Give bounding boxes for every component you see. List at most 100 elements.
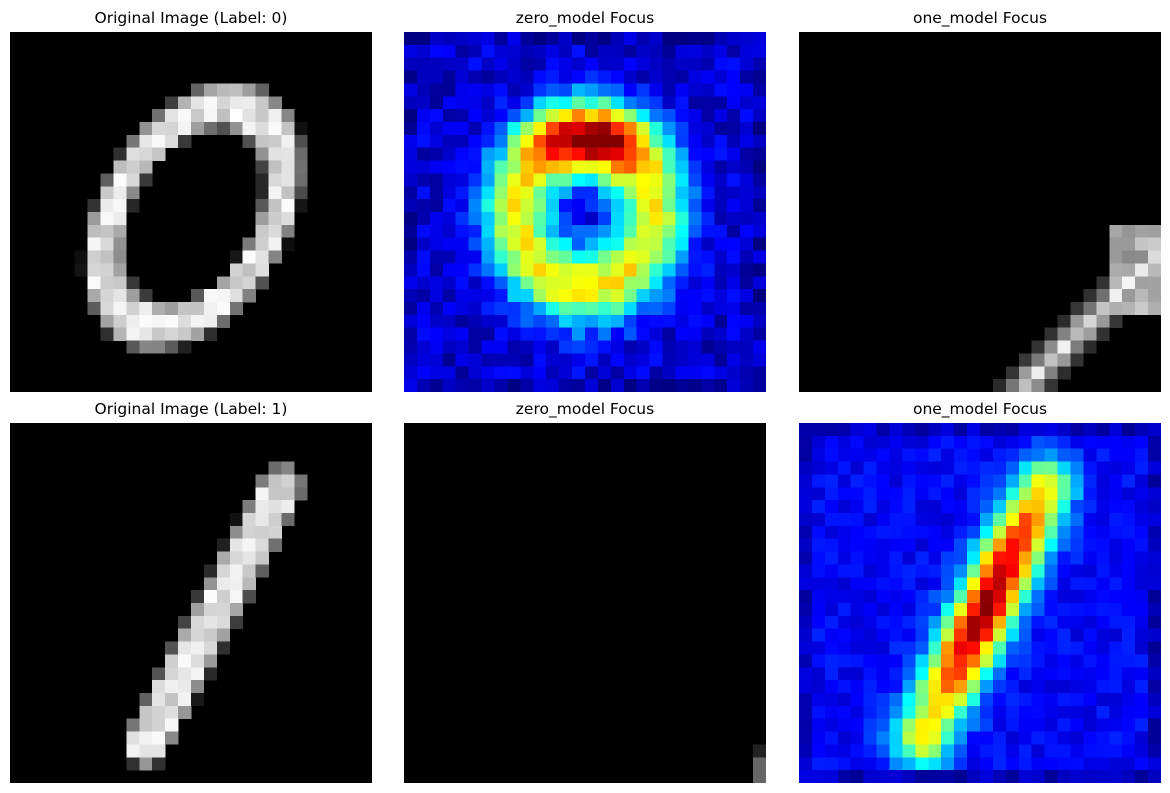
- digit-pixel: [113, 327, 127, 341]
- heatmap-cell: [623, 173, 637, 187]
- heatmap-cell: [649, 173, 663, 187]
- digit-pixel: [100, 289, 114, 303]
- heatmap-cell: [442, 224, 456, 238]
- heatmap-cell: [1083, 500, 1097, 514]
- heatmap-cell: [429, 109, 444, 123]
- heatmap-cell: [740, 83, 754, 97]
- heatmap-cell: [1005, 744, 1020, 758]
- heatmap-cell: [1083, 667, 1097, 681]
- heatmap-cell: [850, 474, 864, 488]
- heatmap-cell: [915, 680, 929, 694]
- heatmap-cell: [1109, 680, 1123, 694]
- digit-pixel: [165, 654, 179, 668]
- focus-pixel: [1109, 250, 1123, 264]
- heatmap-cell: [980, 744, 994, 758]
- heatmap-cell: [902, 461, 916, 475]
- digit-pixel: [229, 276, 243, 290]
- heatmap-cell: [863, 680, 877, 694]
- heatmap-cell: [585, 224, 599, 238]
- heatmap-cell: [688, 302, 702, 316]
- heatmap-cell: [429, 327, 444, 341]
- heatmap-cell: [1018, 744, 1032, 758]
- heatmap-cell: [740, 276, 754, 290]
- heatmap-cell: [1135, 654, 1149, 668]
- digit-pixel: [87, 276, 101, 290]
- heatmap-cell: [811, 680, 826, 694]
- heatmap-cell: [404, 366, 418, 380]
- heatmap-cell: [1031, 731, 1045, 745]
- heatmap-cell: [468, 224, 482, 238]
- heatmap-cell: [675, 379, 689, 392]
- heatmap-cell: [636, 379, 650, 392]
- heatmap-cell: [799, 423, 813, 437]
- heatmap-cell: [954, 693, 968, 707]
- heatmap-cell: [507, 340, 521, 354]
- heatmap-cell: [507, 96, 521, 110]
- heatmap-cell: [915, 435, 929, 449]
- digit-pixel: [229, 603, 243, 617]
- heatmap-cell: [559, 173, 573, 187]
- heatmap-cell: [701, 314, 715, 328]
- heatmap-cell: [649, 314, 663, 328]
- heatmap-cell: [928, 641, 942, 655]
- heatmap-cell: [559, 83, 573, 97]
- heatmap-cell: [1122, 487, 1136, 501]
- heatmap-cell: [1083, 423, 1097, 437]
- heatmap-cell: [811, 641, 826, 655]
- heatmap-cell: [889, 667, 903, 681]
- heatmap-cell: [481, 199, 495, 213]
- heatmap-cell: [1005, 513, 1020, 527]
- heatmap-cell: [941, 680, 955, 694]
- heatmap-cell: [533, 122, 547, 136]
- heatmap-cell: [623, 340, 637, 354]
- digit-pixel: [165, 705, 179, 719]
- heatmap-cell: [481, 237, 495, 251]
- heatmap-cell: [610, 289, 625, 303]
- heatmap-cell: [928, 680, 942, 694]
- digit-pixel: [191, 641, 205, 655]
- heatmap-cell: [533, 134, 547, 148]
- digit-pixel: [242, 134, 256, 148]
- digit-pixel: [242, 263, 256, 277]
- heatmap-cell: [481, 366, 495, 380]
- heatmap-cell: [442, 263, 456, 277]
- digit-pixel: [268, 173, 282, 187]
- digit-pixel: [242, 83, 256, 97]
- heatmap-cell: [714, 160, 728, 174]
- heatmap-cell: [1148, 744, 1161, 758]
- heatmap-cell: [1135, 718, 1149, 732]
- heatmap-cell: [837, 744, 851, 758]
- heatmap-cell: [442, 109, 456, 123]
- heatmap-cell: [481, 96, 495, 110]
- digit-pixel: [126, 731, 140, 745]
- heatmap-cell: [610, 276, 625, 290]
- heatmap-cell: [688, 314, 702, 328]
- digit-pixel: [126, 173, 140, 187]
- heatmap-cell: [572, 327, 586, 341]
- heatmap-cell: [494, 366, 508, 380]
- heatmap-cell: [1031, 577, 1045, 591]
- digit-pixel: [152, 731, 166, 745]
- heatmap-cell: [610, 70, 625, 84]
- heatmap-cell: [902, 731, 916, 745]
- heatmap-cell: [404, 83, 418, 97]
- heatmap-cell: [928, 654, 942, 668]
- heatmap-cell: [623, 314, 637, 328]
- digit-pixel: [126, 199, 140, 213]
- focus-pixel: [1135, 224, 1149, 238]
- heatmap-cell: [824, 435, 839, 449]
- heatmap-cell: [610, 160, 625, 174]
- heatmap-cell: [727, 160, 741, 174]
- heatmap-cell: [992, 590, 1007, 604]
- digit-pixel: [255, 250, 269, 264]
- heatmap-cell: [1018, 603, 1032, 617]
- focus-pixel: [1109, 314, 1123, 328]
- heatmap-cell: [688, 173, 702, 187]
- heatmap-cell: [1031, 680, 1045, 694]
- heatmap-cell: [799, 525, 813, 539]
- heatmap-cell: [1135, 577, 1149, 591]
- heatmap-cell: [597, 173, 612, 187]
- digit-pixel: [87, 263, 101, 277]
- focus-pixel: [992, 379, 1007, 392]
- heatmap-cell: [727, 379, 741, 392]
